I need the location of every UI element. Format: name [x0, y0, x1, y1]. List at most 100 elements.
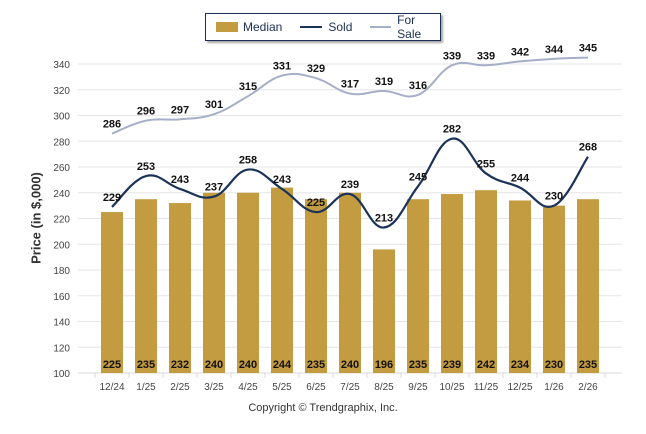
for-sale-data-label: 317 [341, 79, 359, 91]
median-swatch-icon [216, 22, 238, 32]
y-tick-label: 180 [53, 266, 70, 277]
x-tick-label: 12/24 [99, 382, 124, 393]
x-tick-label: 12/25 [507, 382, 532, 393]
median-bar-label: 235 [307, 359, 325, 371]
for-sale-swatch-icon [370, 26, 392, 28]
sold-data-label: 237 [205, 182, 223, 194]
x-tick-label: 1/26 [544, 382, 564, 393]
for-sale-data-label: 344 [545, 44, 564, 56]
y-tick-label: 300 [53, 112, 70, 123]
sold-data-label: 230 [545, 191, 563, 203]
sold-data-label: 243 [273, 174, 291, 186]
legend-median-label: Median [243, 20, 283, 34]
median-bars [101, 187, 599, 373]
legend: Median Sold For Sale [205, 13, 441, 41]
y-tick-label: 280 [53, 137, 70, 148]
for-sale-data-label: 331 [273, 61, 291, 73]
median-bar-label: 235 [137, 359, 155, 371]
sold-data-label: 282 [443, 124, 461, 136]
sold-data-label: 213 [375, 213, 393, 225]
y-tick-label: 120 [53, 343, 70, 354]
y-axis-label: Price (in $,000) [28, 172, 44, 264]
median-bar [373, 249, 395, 373]
x-tick-label: 2/25 [170, 382, 190, 393]
copyright-text: Copyright © Trendgraphix, Inc. [248, 402, 398, 414]
x-tick-label: 5/25 [272, 382, 292, 393]
median-bar-label: 230 [545, 359, 563, 371]
median-bar [475, 190, 497, 373]
median-bar-label: 240 [341, 359, 359, 371]
sold-data-label: 244 [511, 173, 530, 185]
for-sale-data-label: 316 [409, 80, 427, 92]
median-bar-label: 235 [409, 359, 427, 371]
legend-item-median[interactable]: Median [216, 20, 282, 34]
legend-for-sale-label: For Sale [397, 13, 422, 41]
median-bar-label: 225 [103, 359, 121, 371]
median-bar [101, 212, 123, 373]
for-sale-data-label: 339 [443, 50, 461, 62]
for-sale-data-label: 297 [171, 104, 189, 116]
median-bar [543, 205, 565, 373]
median-bar-label: 234 [511, 359, 530, 371]
sold-data-label: 268 [579, 142, 597, 154]
sold-data-label: 258 [239, 155, 257, 167]
median-bar [305, 199, 327, 373]
y-tick-label: 100 [53, 369, 70, 380]
sold-data-label: 255 [477, 158, 495, 170]
y-tick-label: 320 [53, 86, 70, 97]
median-bar-label: 196 [375, 359, 393, 371]
y-tick-label: 260 [53, 163, 70, 174]
y-tick-label: 240 [53, 189, 70, 200]
x-tick-label: 8/25 [374, 382, 394, 393]
y-tick-label: 200 [53, 240, 70, 251]
median-bar-label: 239 [443, 359, 461, 371]
sold-data-label: 225 [307, 197, 325, 209]
line-series-labels: 229 253 243 237 258 243 225 239 213 245 282 255 244 2… [103, 43, 597, 225]
for-sale-data-label: 286 [103, 119, 121, 131]
median-bar-labels: 225 235 232 240 240 244 235 240 196 235 239 242 234 2… [103, 359, 597, 371]
sold-data-label: 239 [341, 179, 359, 191]
median-bar-label: 240 [239, 359, 257, 371]
median-bar [407, 199, 429, 373]
y-tick-label: 160 [53, 292, 70, 303]
for-sale-data-label: 339 [477, 50, 495, 62]
for-sale-data-label: 319 [375, 76, 393, 88]
y-tick-label: 140 [53, 318, 70, 329]
for-sale-data-label: 345 [579, 43, 597, 55]
for-sale-data-label: 329 [307, 63, 325, 75]
median-bar-label: 235 [579, 359, 597, 371]
x-tick-label: 11/25 [474, 382, 499, 393]
legend-sold-label: Sold [328, 20, 353, 34]
median-bar-label: 244 [273, 359, 292, 371]
median-bar [203, 192, 225, 373]
sold-data-label: 245 [409, 171, 427, 183]
median-bar [339, 192, 361, 373]
legend-item-for-sale[interactable]: For Sale [362, 13, 440, 41]
y-tick-label: 340 [53, 60, 70, 71]
x-axis: 12/24 1/25 2/25 3/25 4/25 5/25 6/25 7/25 8/25 9/2… [78, 372, 622, 393]
for-sale-data-label: 315 [239, 81, 257, 93]
x-tick-label: 6/25 [306, 382, 326, 393]
for-sale-data-label: 296 [137, 106, 155, 118]
median-bar [441, 194, 463, 373]
sold-line [111, 137, 589, 229]
legend-item-sold[interactable]: Sold [292, 20, 352, 34]
sold-data-label: 253 [137, 161, 155, 173]
median-bar [135, 199, 157, 373]
y-axis-ticks: 100 120 140 160 180 200 220 240 260 280 300 320 340 [53, 60, 70, 380]
median-bar [237, 192, 259, 373]
x-tick-label: 7/25 [340, 382, 360, 393]
for-sale-data-label: 342 [511, 46, 529, 58]
x-tick-label: 4/25 [238, 382, 258, 393]
median-bar [509, 200, 531, 373]
x-tick-label: 2/26 [578, 382, 598, 393]
for-sale-data-label: 301 [205, 99, 223, 111]
sold-data-label: 243 [171, 174, 189, 186]
x-tick-label: 3/25 [204, 382, 224, 393]
x-tick-label: 1/25 [136, 382, 156, 393]
median-bar [169, 203, 191, 373]
y-tick-label: 220 [53, 215, 70, 226]
line-series [111, 56, 589, 229]
sold-swatch-icon [300, 26, 323, 28]
